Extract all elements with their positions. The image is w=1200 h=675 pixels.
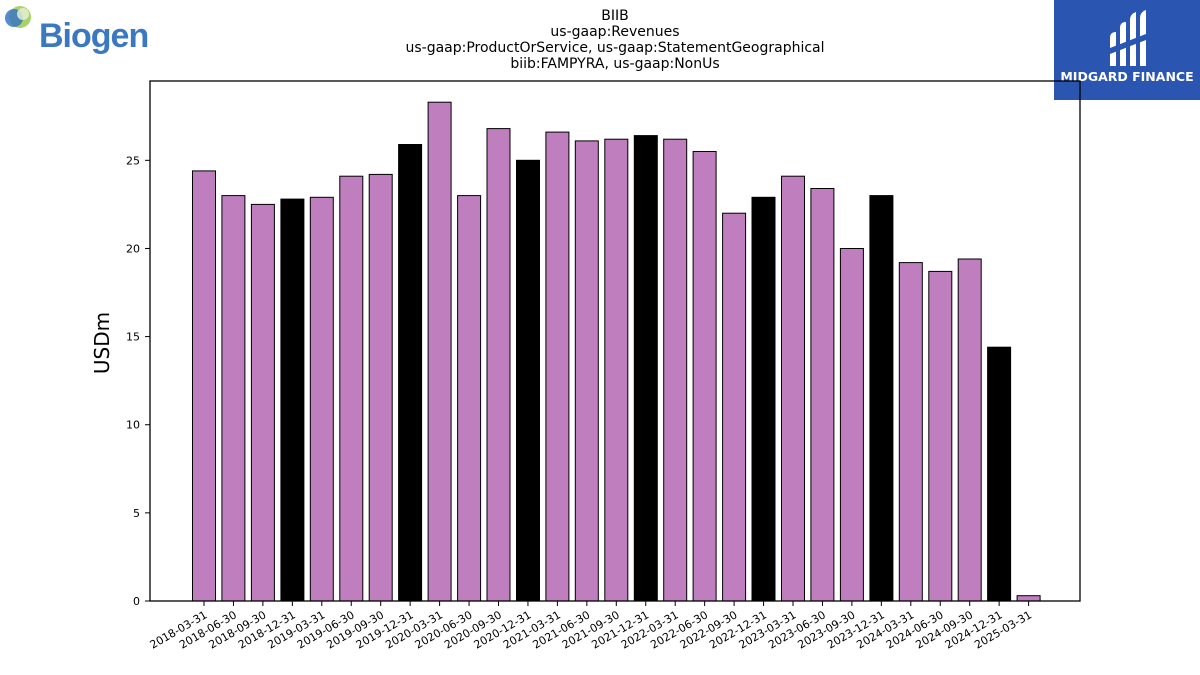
bar-2019-06-30 — [339, 175, 364, 602]
biogen-logo: Biogen — [4, 4, 154, 55]
y-axis-label: USDm — [90, 312, 114, 374]
midgard-emblem-icon — [1110, 10, 1146, 66]
bar-2019-12-31 — [398, 144, 423, 602]
bar-2020-12-31 — [516, 159, 540, 602]
chart-title-line-1: BIIB — [601, 8, 629, 24]
bar-2022-12-31 — [751, 196, 776, 602]
bar-2024-06-30 — [928, 270, 953, 602]
bar-2023-03-31 — [781, 175, 805, 602]
chart-title-line-3: us-gaap:ProductOrService, us-gaap:Statem… — [405, 40, 825, 56]
midgard-finance-text: MIDGARD FINANCE — [1060, 69, 1194, 84]
bar-2023-09-30 — [839, 248, 864, 602]
bar-2022-06-30 — [692, 151, 717, 602]
bar-2025-03-31 — [1016, 595, 1041, 602]
bar-2019-03-31 — [309, 196, 334, 602]
bar-2021-06-30 — [574, 140, 599, 602]
bar-2018-09-30 — [250, 203, 275, 602]
bar-2018-12-31 — [280, 198, 305, 602]
biogen-logo-text: Biogen — [39, 17, 149, 55]
bar-2021-03-31 — [545, 131, 570, 602]
bar-2023-12-31 — [869, 195, 894, 602]
chart-title-line-2: us-gaap:Revenues — [550, 24, 680, 40]
bar-2023-06-30 — [810, 188, 835, 602]
bar-2024-03-31 — [898, 262, 923, 602]
bar-2020-09-30 — [486, 128, 511, 602]
plot-frame — [149, 80, 1081, 602]
y-tick-label-5: 5 — [133, 507, 140, 520]
chart-title-line-4: biib:FAMPYRA, us-gaap:NonUs — [510, 56, 720, 72]
y-tick-label-10: 10 — [126, 419, 140, 432]
bar-2019-09-30 — [368, 173, 393, 602]
bar-2022-09-30 — [722, 212, 747, 602]
globe-icon — [5, 6, 31, 28]
y-tick-label-15: 15 — [126, 331, 140, 344]
bar-2022-03-31 — [663, 138, 688, 602]
bar-2018-03-31 — [192, 170, 216, 602]
y-tick-label-20: 20 — [126, 242, 140, 255]
bar-2024-09-30 — [957, 258, 982, 602]
y-tick-label-25: 25 — [126, 154, 140, 167]
bar-2020-03-31 — [427, 101, 452, 602]
y-tick-label-0: 0 — [133, 595, 140, 608]
bar-2024-12-31 — [987, 346, 1012, 602]
bar-2018-06-30 — [221, 195, 246, 602]
bar-2021-12-31 — [633, 135, 658, 602]
bar-2020-06-30 — [457, 195, 482, 602]
midgard-finance-logo: MIDGARD FINANCE — [1054, 0, 1200, 100]
bar-2021-09-30 — [604, 138, 629, 602]
